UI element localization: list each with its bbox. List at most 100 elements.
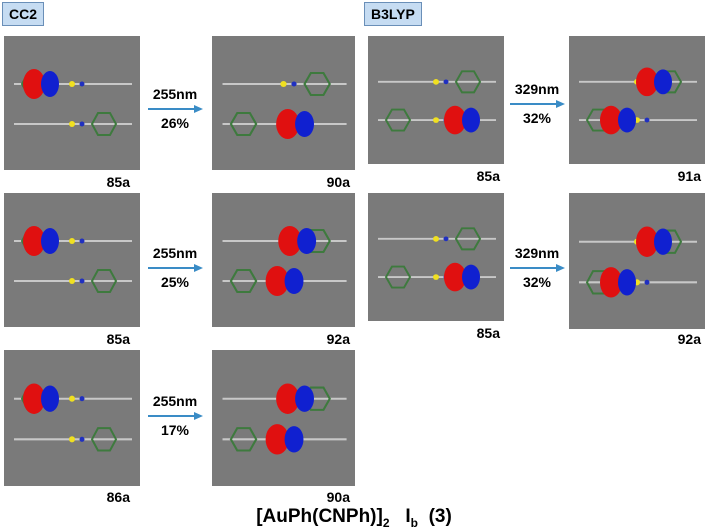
orbital-lobe-positive [600, 267, 622, 298]
orbital-panel-cc2-r3-final [212, 350, 355, 486]
orbital-lobe-positive [278, 226, 302, 256]
orbital-label: 91a [677, 168, 701, 184]
phenyl-ring [229, 112, 258, 136]
transition-wavelength: 255nm [152, 393, 198, 409]
orbital-panel-cc2-r2-initial [4, 193, 140, 327]
phenyl-ring [90, 112, 118, 136]
orbital-lobe-negative [284, 426, 304, 453]
orbital-panel-b3lyp-r2-initial [368, 193, 504, 321]
nitrogen-atom [79, 81, 85, 87]
phenyl-ring [229, 269, 258, 293]
transition-wavelength: 255nm [152, 86, 198, 102]
orbital-lobe-positive [636, 226, 658, 257]
gold-atom [433, 235, 439, 242]
orbital-lobe-positive [265, 424, 289, 455]
nitrogen-atom [644, 117, 650, 123]
orbital-lobe-positive [276, 109, 300, 139]
transition-b3lyp-1: 329nm 32% [506, 81, 568, 127]
nitrogen-atom [79, 121, 85, 127]
orbital-panel-b3lyp-r1-final [569, 36, 705, 164]
transition-percent: 32% [522, 274, 552, 290]
nitrogen-atom [644, 279, 650, 285]
transition-percent: 17% [160, 422, 190, 438]
orbital-lobe-negative [297, 228, 317, 254]
orbital-lobe-positive [265, 266, 289, 296]
transition-wavelength: 329nm [514, 245, 560, 261]
molecule-drawing [378, 70, 496, 135]
molecule-drawing [222, 226, 347, 296]
molecule-drawing [14, 226, 132, 293]
phenyl-ring [454, 70, 482, 94]
method-label-b3lyp: B3LYP [364, 2, 422, 26]
orbital-lobe-positive [444, 262, 466, 292]
molecule-drawing [14, 69, 132, 136]
phenyl-ring [303, 386, 331, 411]
orbital-label: 92a [326, 331, 350, 347]
orbital-lobe-negative [41, 228, 59, 254]
orbital-lobe-negative [618, 269, 636, 296]
orbital-lobe-negative [654, 69, 672, 95]
orbital-label: 90a [326, 489, 350, 505]
orbital-panel-cc2-r1-final [212, 36, 355, 170]
transition-wavelength: 329nm [514, 81, 560, 97]
nitrogen-atom [79, 278, 85, 284]
gold-atom [69, 395, 75, 402]
orbital-lobe-negative [41, 385, 59, 412]
nitrogen-atom [291, 81, 297, 87]
orbital-lobe-negative [41, 71, 59, 97]
orbital-label: 85a [476, 325, 500, 341]
gold-atom [433, 274, 439, 280]
phenyl-ring [384, 265, 412, 289]
orbital-label: 85a [106, 174, 130, 190]
phenyl-ring [90, 269, 118, 293]
orbital-panel-b3lyp-r2-final [569, 193, 705, 329]
phenyl-ring [384, 108, 412, 132]
arrow-right-icon [510, 264, 565, 272]
orbital-lobe-positive [444, 105, 466, 135]
title-label: I [405, 506, 411, 527]
nitrogen-atom [443, 236, 449, 242]
orbital-lobe-negative [462, 264, 480, 290]
orbital-panel-cc2-r2-final [212, 193, 355, 327]
arrow-right-icon [148, 264, 203, 272]
gold-atom [69, 278, 75, 284]
arrow-right-icon [148, 105, 203, 113]
orbital-lobe-negative [618, 107, 636, 133]
gold-atom [69, 436, 75, 443]
arrow-right-icon [510, 100, 565, 108]
molecule-drawing [579, 226, 697, 298]
gold-atom [433, 117, 439, 123]
orbital-lobe-negative [654, 228, 672, 255]
nitrogen-atom [443, 79, 449, 85]
method-label-cc2: CC2 [2, 2, 45, 26]
transition-percent: 32% [522, 110, 552, 126]
title-subscript: 2 [382, 515, 390, 530]
orbital-lobe-negative [462, 107, 480, 133]
orbital-panel-cc2-r3-initial [4, 350, 140, 486]
phenyl-ring [454, 227, 482, 251]
transition-percent: 25% [160, 274, 190, 290]
orbital-label: 86a [106, 489, 130, 505]
orbital-lobe-negative [284, 268, 304, 294]
phenyl-ring [229, 427, 258, 452]
orbital-lobe-positive [636, 67, 658, 97]
molecule-drawing [579, 67, 697, 135]
transition-cc2-2: 255nm 25% [144, 245, 206, 291]
gold-atom [69, 121, 75, 127]
figure-title: [AuPh(CNPh)]2 Ib (3) [0, 506, 708, 530]
orbital-lobe-positive [276, 383, 300, 414]
gold-atom [69, 238, 75, 244]
transition-percent: 26% [160, 115, 190, 131]
transition-cc2-1: 255nm 26% [144, 86, 206, 132]
transition-cc2-3: 255nm 17% [144, 393, 206, 439]
orbital-lobe-positive [23, 226, 45, 256]
nitrogen-atom [79, 238, 85, 244]
molecule-drawing [378, 227, 496, 292]
orbital-lobe-negative [295, 385, 314, 412]
transition-wavelength: 255nm [152, 245, 198, 261]
phenyl-ring [303, 72, 331, 96]
orbital-lobe-positive [600, 105, 622, 135]
molecule-drawing [222, 383, 347, 455]
title-label-subscript: b [410, 515, 418, 530]
orbital-panel-cc2-r1-initial [4, 36, 140, 170]
